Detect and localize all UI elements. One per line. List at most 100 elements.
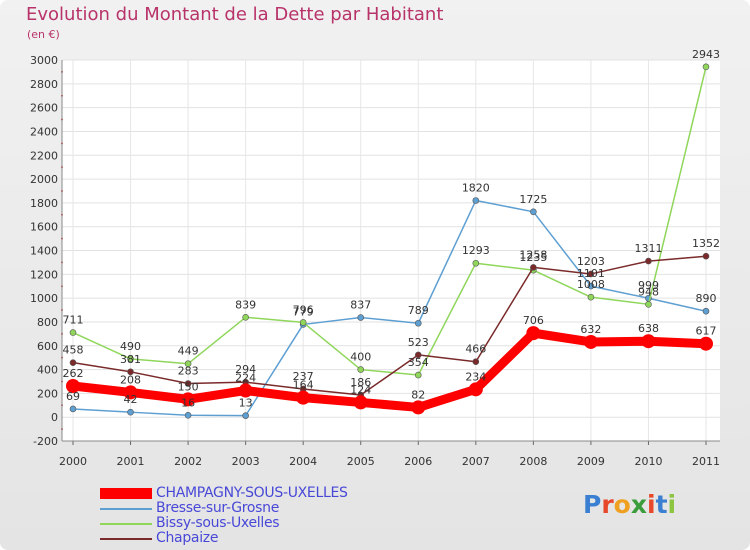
data-point	[526, 326, 541, 341]
data-point	[587, 270, 595, 278]
x-tick-label: 2002	[174, 455, 202, 468]
legend-label: Bresse-sur-Grosne	[156, 500, 280, 516]
legend-label: CHAMPAGNY-SOUS-UXELLES	[156, 485, 348, 501]
data-point	[587, 282, 595, 290]
data-label: 124	[350, 383, 371, 396]
y-tick-label: 1600	[30, 221, 58, 234]
data-label: 13	[239, 397, 253, 410]
data-label: 837	[350, 299, 371, 312]
y-tick-label: 400	[37, 364, 58, 377]
data-point	[238, 383, 253, 398]
chart-unit-label: (en €)	[27, 28, 60, 41]
y-tick-label: 0	[51, 411, 58, 424]
y-tick-label: 800	[37, 316, 58, 329]
data-label: 354	[408, 356, 429, 369]
data-label: 1235	[519, 251, 547, 264]
x-tick-label: 2001	[117, 455, 145, 468]
y-tick-label: 3000	[30, 54, 58, 67]
series-line	[72, 66, 707, 376]
data-point	[702, 252, 710, 260]
data-label: 1008	[577, 278, 605, 291]
data-point	[353, 395, 368, 410]
logo-letter: i	[647, 490, 656, 519]
data-label: 400	[350, 351, 371, 364]
logo-letter: i	[667, 490, 677, 519]
data-point	[472, 259, 480, 267]
data-point	[242, 313, 249, 321]
data-label: 523	[408, 336, 429, 349]
data-point	[472, 197, 480, 204]
legend-swatch	[100, 538, 152, 540]
data-label: 1258	[519, 248, 547, 261]
data-point	[184, 411, 192, 419]
data-label: 839	[235, 298, 256, 311]
y-tick-label: 1200	[30, 268, 58, 281]
legend-swatch	[100, 523, 152, 525]
x-tick-label: 2003	[232, 455, 260, 468]
data-point	[299, 319, 307, 326]
data-point	[123, 385, 138, 400]
data-label: 711	[63, 314, 84, 327]
data-label: 234	[465, 370, 486, 383]
data-point	[472, 358, 480, 366]
data-label: 42	[124, 393, 138, 406]
data-label: 2943	[692, 48, 720, 61]
data-point	[181, 392, 196, 407]
data-label: 224	[235, 372, 256, 385]
data-point	[296, 390, 311, 405]
data-label: 150	[178, 380, 199, 393]
data-point	[127, 368, 134, 376]
data-label: 262	[63, 367, 84, 380]
x-tick-label: 2007	[462, 455, 490, 468]
data-point	[127, 355, 134, 363]
y-tick-label: 2800	[30, 78, 58, 91]
data-label: 1820	[462, 181, 490, 194]
series-line	[72, 199, 707, 417]
data-label: 617	[696, 325, 717, 338]
data-label: 208	[120, 373, 141, 386]
data-label: 164	[293, 379, 314, 392]
data-label: 16	[181, 396, 195, 409]
data-label: 706	[523, 314, 544, 327]
data-point	[242, 412, 249, 419]
data-label: 449	[178, 345, 199, 358]
data-label: 1725	[519, 193, 547, 206]
data-label: 789	[408, 304, 429, 317]
data-label: 796	[293, 303, 314, 316]
x-tick-label: 2000	[59, 455, 87, 468]
data-label: 890	[696, 292, 717, 305]
x-tick-label: 2009	[577, 455, 605, 468]
data-point	[411, 400, 426, 415]
y-tick-label: 1800	[30, 197, 58, 210]
x-tick-label: 2010	[634, 455, 662, 468]
data-label: 490	[120, 340, 141, 353]
legend-swatch	[100, 508, 152, 510]
series-line	[72, 255, 707, 396]
x-tick-label: 2006	[404, 455, 432, 468]
y-tick-label: 600	[37, 340, 58, 353]
data-point	[414, 319, 422, 327]
series-line	[72, 328, 707, 412]
logo-letter: t	[655, 490, 668, 519]
data-point	[66, 378, 80, 393]
x-tick-label: 2011	[692, 455, 720, 468]
data-label: 82	[411, 388, 425, 401]
data-point	[69, 405, 77, 413]
logo-letter: o	[613, 490, 631, 519]
data-point	[414, 351, 422, 359]
logo-letter: P	[583, 490, 602, 519]
data-label: 458	[63, 344, 84, 357]
legend-label: Bissy-sous-Uxelles	[156, 515, 280, 531]
data-point	[184, 380, 192, 387]
data-point	[702, 307, 710, 315]
data-label: 237	[293, 370, 314, 383]
data-point	[127, 408, 134, 416]
proxiti-logo: Proxiti	[583, 490, 676, 519]
y-tick-label: 2600	[30, 102, 58, 115]
data-point	[414, 371, 422, 379]
data-label: 1311	[634, 242, 662, 255]
x-tick-label: 2004	[289, 455, 317, 468]
data-label: 69	[66, 390, 80, 403]
